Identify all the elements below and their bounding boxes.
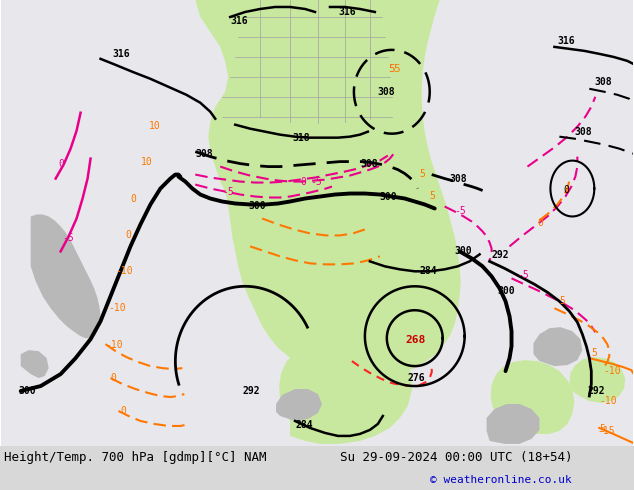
Text: 308: 308 <box>594 77 612 87</box>
Text: 308: 308 <box>195 148 213 159</box>
Text: 316: 316 <box>112 49 130 59</box>
Text: 316: 316 <box>557 36 575 46</box>
Text: -5: -5 <box>63 233 74 244</box>
Text: -10: -10 <box>115 267 133 276</box>
Text: 5: 5 <box>393 64 399 74</box>
Text: Height/Temp. 700 hPa [gdmp][°C] NAM: Height/Temp. 700 hPa [gdmp][°C] NAM <box>4 451 266 465</box>
Polygon shape <box>533 327 583 366</box>
Text: 308: 308 <box>450 173 467 184</box>
Text: 300: 300 <box>380 192 398 201</box>
Text: 5: 5 <box>599 424 605 434</box>
Polygon shape <box>569 357 625 403</box>
Text: 300: 300 <box>19 386 36 396</box>
Text: 5: 5 <box>430 191 436 200</box>
Polygon shape <box>21 350 49 378</box>
Text: 0: 0 <box>110 373 117 383</box>
Text: 0: 0 <box>564 185 569 195</box>
Polygon shape <box>220 0 392 122</box>
Text: 276: 276 <box>408 373 425 383</box>
Polygon shape <box>491 360 574 434</box>
Text: 0: 0 <box>131 194 136 203</box>
Text: 316: 316 <box>230 16 248 26</box>
Polygon shape <box>279 337 411 444</box>
Text: 318: 318 <box>292 133 309 143</box>
Text: -5: -5 <box>517 270 529 280</box>
Text: 292: 292 <box>242 386 260 396</box>
Text: 300: 300 <box>498 286 515 296</box>
Text: 268: 268 <box>406 335 426 345</box>
Text: -5: -5 <box>455 206 467 217</box>
Text: 10: 10 <box>141 157 152 167</box>
Text: 0: 0 <box>300 176 306 187</box>
Text: © weatheronline.co.uk: © weatheronline.co.uk <box>430 475 572 485</box>
Text: 0: 0 <box>120 406 126 416</box>
Text: 292: 292 <box>587 386 605 396</box>
Text: 292: 292 <box>491 250 509 260</box>
Text: -15: -15 <box>597 426 615 436</box>
Text: -5: -5 <box>310 176 322 187</box>
Text: 0: 0 <box>538 219 543 228</box>
Text: 0: 0 <box>126 230 131 241</box>
Text: -10: -10 <box>604 366 621 376</box>
Text: 308: 308 <box>574 127 592 137</box>
Text: -10: -10 <box>105 340 123 350</box>
Text: -10: -10 <box>599 396 617 406</box>
Text: -5: -5 <box>223 187 234 196</box>
Text: 300: 300 <box>248 201 266 212</box>
Text: 5: 5 <box>592 348 597 358</box>
Text: 10: 10 <box>148 121 160 131</box>
Text: 316: 316 <box>338 7 356 17</box>
Text: 5: 5 <box>388 64 394 74</box>
Text: 5: 5 <box>559 296 566 306</box>
Text: 300: 300 <box>455 246 472 256</box>
Polygon shape <box>195 0 461 379</box>
Text: 284: 284 <box>420 267 437 276</box>
Text: 308: 308 <box>378 87 396 97</box>
Text: Su 29-09-2024 00:00 UTC (18+54): Su 29-09-2024 00:00 UTC (18+54) <box>340 451 573 465</box>
Polygon shape <box>486 404 540 444</box>
Text: 284: 284 <box>295 420 313 430</box>
Text: 5: 5 <box>420 169 425 178</box>
Text: 0: 0 <box>58 159 65 169</box>
Text: -10: -10 <box>108 303 126 313</box>
Text: 308: 308 <box>360 159 377 169</box>
Polygon shape <box>276 389 322 421</box>
Polygon shape <box>30 215 101 338</box>
